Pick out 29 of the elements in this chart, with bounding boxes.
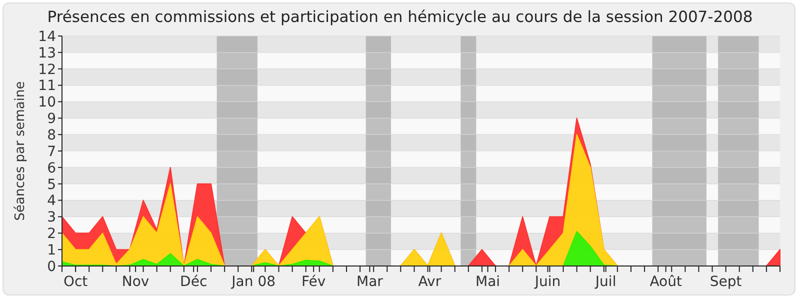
- chart-title: Présences en commissions et participation en hémicycle au cours de la session 2007-2008: [47, 8, 753, 26]
- x-tick-label: Mar: [356, 274, 384, 290]
- x-tick-label: Nov: [122, 274, 150, 290]
- y-tick-label: 7: [47, 144, 56, 160]
- y-tick-label: 0: [47, 258, 56, 275]
- x-tick-label: Déc: [180, 274, 208, 290]
- y-tick-label: 4: [47, 193, 56, 210]
- y-tick-label: 9: [47, 111, 56, 128]
- y-tick-label: 6: [47, 160, 56, 176]
- y-tick-label: 14: [38, 28, 56, 45]
- x-tick-label: Oct: [63, 274, 88, 290]
- x-tick-label: Jan 08: [230, 274, 276, 290]
- y-axis-title: Séances par semaine: [13, 81, 28, 221]
- y-tick-label: 12: [38, 62, 56, 78]
- y-tick-label: 5: [47, 176, 56, 193]
- x-tick-label: Sept: [710, 274, 742, 290]
- y-tick-label: 10: [38, 94, 56, 111]
- x-tick-label: Août: [650, 274, 682, 290]
- x-tick-label: Mai: [475, 274, 500, 290]
- x-tick-label: Juil: [594, 274, 616, 290]
- y-tick-label: 2: [47, 226, 56, 242]
- y-tick-label: 1: [47, 242, 56, 258]
- y-tick-label: 11: [38, 78, 56, 94]
- x-tick-label: Juin: [534, 274, 561, 290]
- y-tick-label: 8: [47, 127, 56, 144]
- x-tick-label: Fév: [301, 274, 326, 290]
- y-tick-label: 13: [38, 45, 56, 62]
- y-tick-label: 3: [47, 210, 56, 226]
- x-tick-label: Avr: [418, 274, 442, 290]
